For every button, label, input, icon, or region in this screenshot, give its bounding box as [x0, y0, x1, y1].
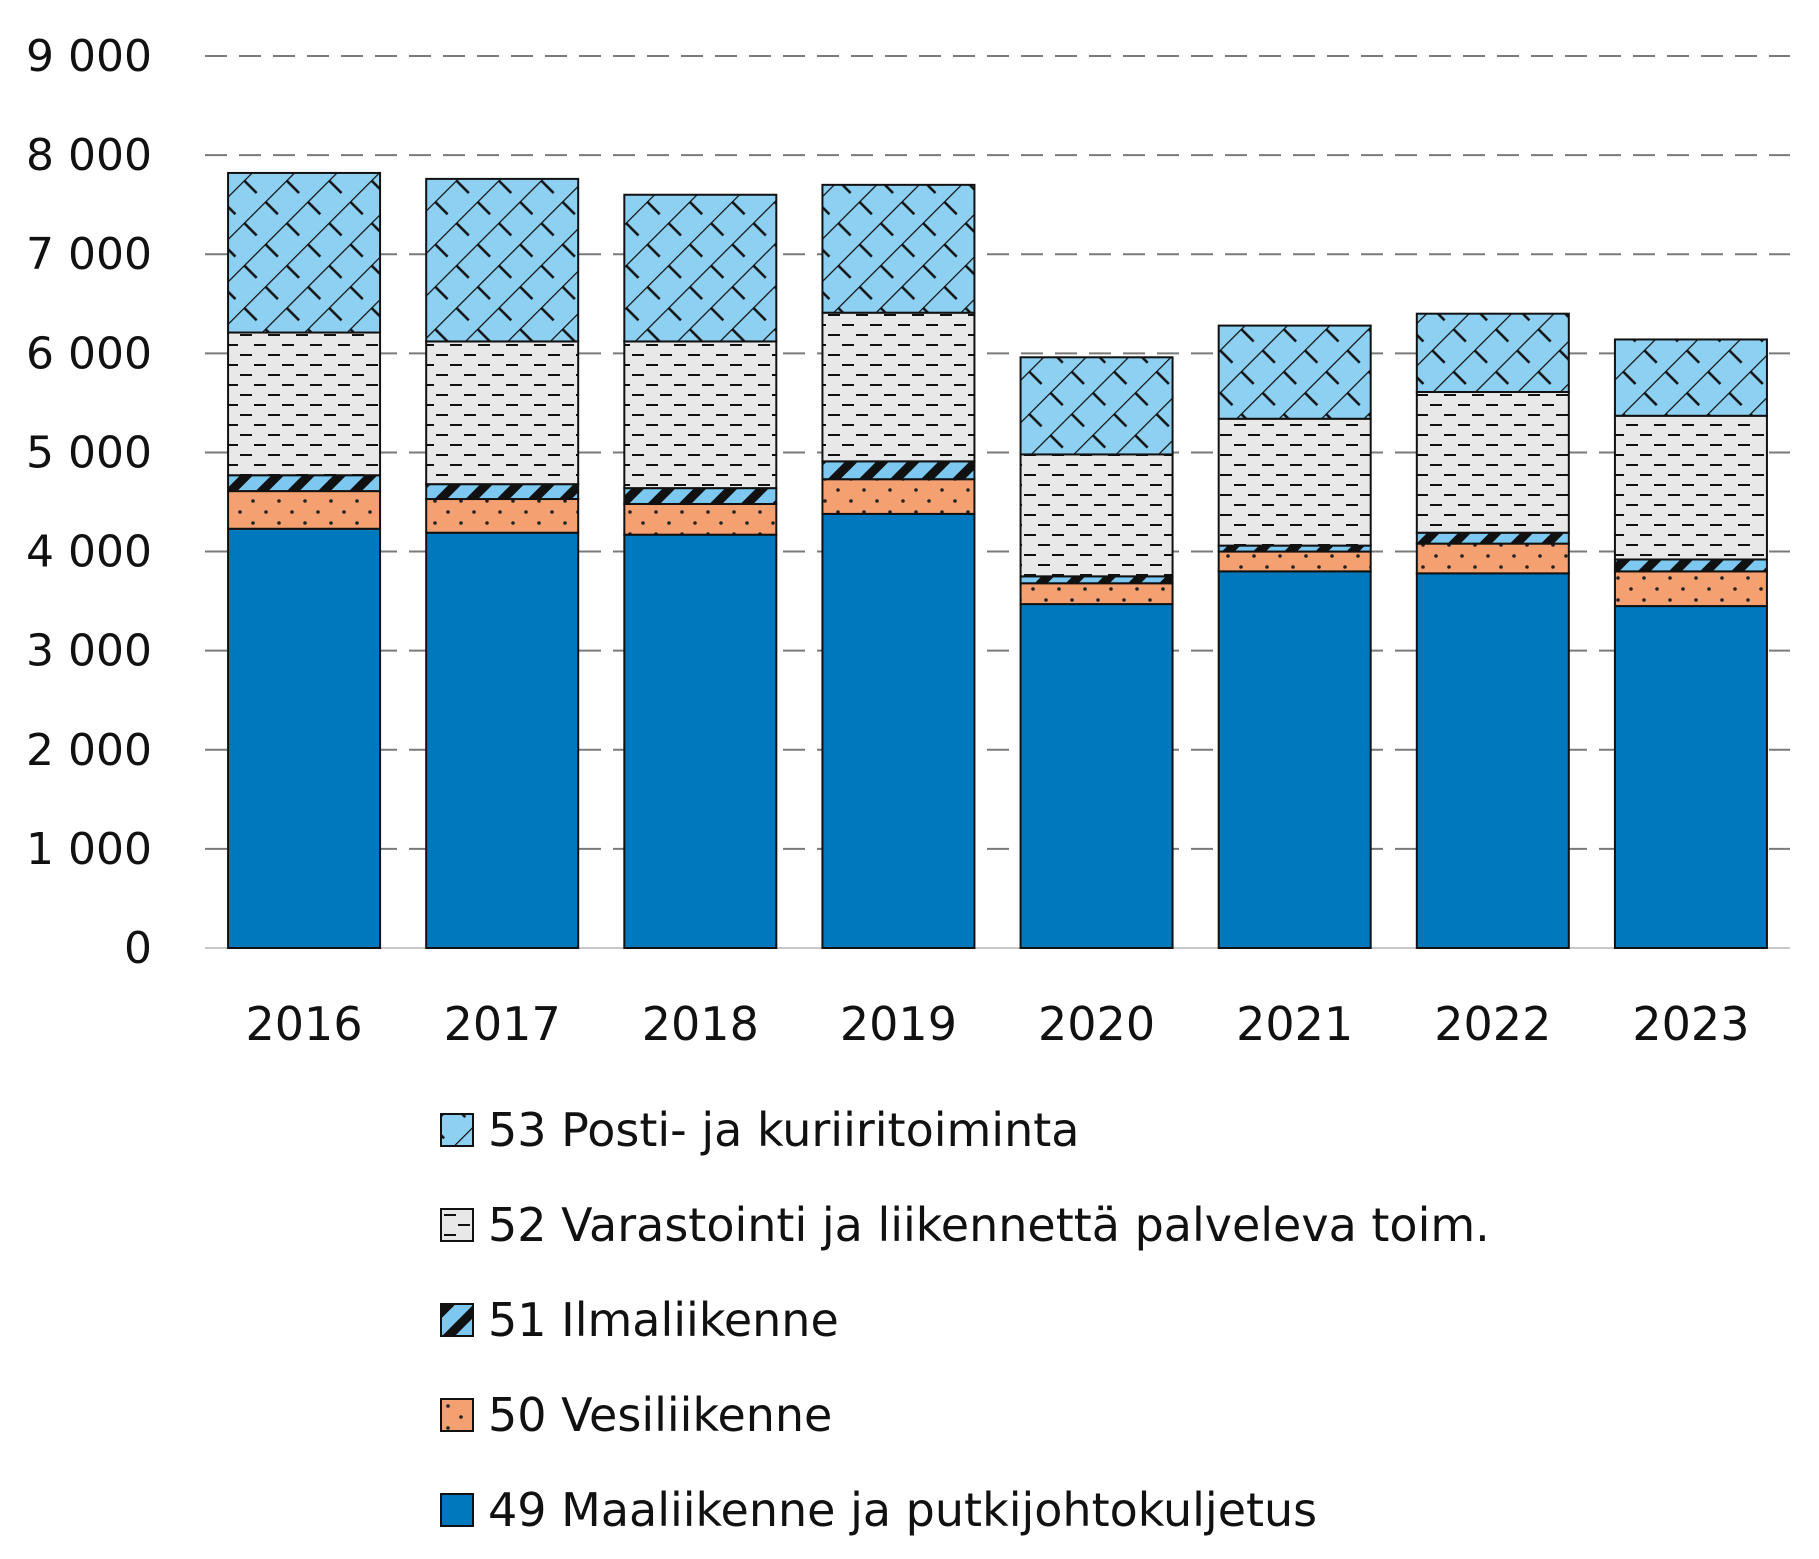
bar-segment	[821, 460, 976, 481]
legend-swatch	[440, 1492, 474, 1527]
bar-segment	[227, 171, 382, 334]
legend-swatch	[440, 1112, 474, 1147]
y-tick-label: 3 000	[26, 626, 152, 677]
bars	[227, 171, 1768, 950]
bar-segment	[1415, 572, 1570, 949]
x-tick-label: 2017	[444, 997, 561, 1051]
bar-segment	[425, 177, 580, 343]
legend-label: 50 Vesiliikenne	[488, 1387, 833, 1442]
bar-segment	[1217, 570, 1372, 950]
bar-segment	[1415, 542, 1570, 575]
bar-segment	[1217, 417, 1372, 547]
legend-label: 53 Posti- ja kuriiritoiminta	[488, 1102, 1080, 1157]
bar-segment	[1019, 356, 1174, 456]
y-tick-label: 0	[124, 923, 152, 974]
y-tick-label: 5 000	[26, 427, 152, 478]
y-tick-label: 1 000	[26, 824, 152, 875]
bar-segment	[821, 478, 976, 515]
y-tick-label: 8 000	[26, 130, 152, 181]
bar-segment	[821, 311, 976, 463]
bar-segment	[1217, 324, 1372, 420]
bar-segment	[1415, 390, 1570, 534]
bar-segment	[227, 527, 382, 949]
bar-segment	[1019, 575, 1174, 585]
bar-segment	[623, 340, 778, 490]
y-tick-label: 6 000	[26, 328, 152, 379]
x-tick-label: 2020	[1038, 997, 1155, 1051]
y-tick-label: 2 000	[26, 725, 152, 776]
x-axis-ticks: 2016 2017 2018 2019 2020 2021 2022 2023	[246, 997, 1750, 1051]
bar-segment	[1613, 338, 1768, 417]
y-tick-label: 9 000	[26, 31, 152, 82]
bar-segment	[227, 490, 382, 530]
x-tick-label: 2022	[1434, 997, 1551, 1051]
bar-segment	[623, 533, 778, 949]
bar-segment	[425, 483, 580, 501]
bar-segment	[623, 193, 778, 343]
legend-swatch	[440, 1302, 474, 1337]
x-tick-label: 2023	[1632, 997, 1749, 1051]
bar-segment	[1217, 550, 1372, 573]
bar-segment	[1019, 453, 1174, 578]
x-tick-label: 2021	[1236, 997, 1353, 1051]
bar-segment	[1415, 312, 1570, 393]
stacked-bar-chart: 0 1 000 2 000 3 000 4 000 5 000 6 000 7 000 8 00…	[26, 31, 1790, 1051]
legend-item: 49 Maaliikenne ja putkijohtokuljetus	[440, 1462, 1490, 1557]
bar-segment	[227, 474, 382, 493]
legend-label: 52 Varastointi ja liikennettä palveleva …	[488, 1197, 1490, 1252]
legend-item: 53 Posti- ja kuriiritoiminta	[440, 1082, 1490, 1177]
bar-segment	[425, 498, 580, 534]
bar-segment	[1415, 531, 1570, 545]
legend-swatch	[440, 1207, 474, 1242]
y-tick-label: 4 000	[26, 527, 152, 578]
y-axis-ticks: 0 1 000 2 000 3 000 4 000 5 000 6 000 7 000 8 00…	[26, 31, 152, 974]
y-tick-label: 7 000	[26, 229, 152, 280]
bar-segment	[425, 340, 580, 486]
bar-segment	[821, 183, 976, 314]
legend: 53 Posti- ja kuriiritoiminta 52 Varastoin…	[440, 1082, 1490, 1557]
legend-item: 50 Vesiliikenne	[440, 1367, 1490, 1462]
bar-segment	[1613, 414, 1768, 561]
x-tick-label: 2019	[840, 997, 957, 1051]
legend-label: 51 Ilmaliikenne	[488, 1292, 839, 1347]
bar-segment	[425, 531, 580, 949]
bar-segment	[821, 512, 976, 949]
legend-item: 52 Varastointi ja liikennettä palveleva …	[440, 1177, 1490, 1272]
bar-segment	[623, 487, 778, 505]
bar-segment	[1613, 558, 1768, 573]
x-tick-label: 2018	[642, 997, 759, 1051]
legend-item: 51 Ilmaliikenne	[440, 1272, 1490, 1367]
x-tick-label: 2016	[246, 997, 363, 1051]
bar-segment	[227, 331, 382, 477]
legend-swatch	[440, 1397, 474, 1432]
bar-segment	[1613, 605, 1768, 949]
legend-label: 49 Maaliikenne ja putkijohtokuljetus	[488, 1482, 1318, 1537]
bar-segment	[1613, 570, 1768, 608]
bar-segment	[1019, 603, 1174, 950]
bar-segment	[1019, 582, 1174, 606]
bar-segment	[623, 502, 778, 536]
